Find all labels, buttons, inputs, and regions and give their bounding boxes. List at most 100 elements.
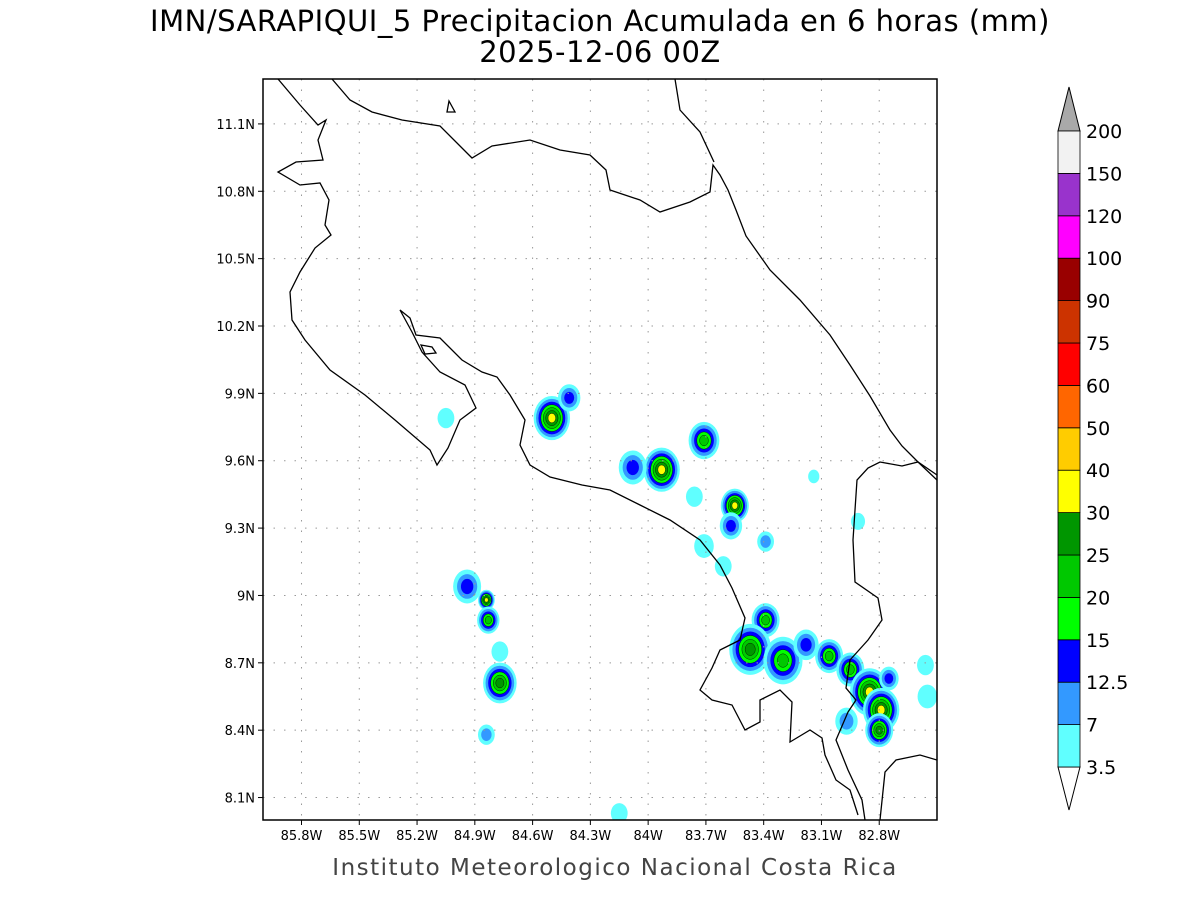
colorbar-swatch [1057,639,1081,683]
precip-contour [824,650,834,662]
lon-tick-label: 84.9W [454,829,496,844]
precip-contour [685,486,703,507]
precip-contour [777,653,789,668]
lat-tick-label: 9.9N [225,387,255,402]
colorbar-under-arrow [1057,766,1081,811]
footer-credit: Instituto Meteorologico Nacional Costa R… [332,855,898,881]
panama-coastline [879,754,937,820]
colorbar-label: 150 [1086,163,1122,185]
colorbar-swatch [1057,257,1081,302]
colorbar-swatch [1057,597,1081,641]
precip-contour [917,684,937,709]
colorbar-swatch [1057,724,1081,768]
colorbar-label: 50 [1086,418,1110,440]
lat-tick-label: 10.2N [216,320,255,335]
lat-tick-label: 9.6N [225,455,255,470]
axis-ticks: 85.8W 85.5W 85.2W 84.9W 84.6W 84.3W 84W 83.7W 83… [216,118,900,844]
colorbar-label: 40 [1086,460,1110,482]
precip-contour [460,578,474,595]
colorbar-label: 3.5 [1086,757,1116,779]
lat-tick-label: 9N [237,589,255,604]
precip-contour [484,616,492,625]
precip-contour [800,638,812,652]
precip-contour [808,469,820,484]
colorbar-label: 15 [1086,630,1110,652]
colorbar-label: 12.5 [1086,672,1128,694]
precip-contour [917,654,934,676]
colorbar-swatch [1057,554,1081,598]
lon-tick-label: 85.8W [281,829,323,844]
colorbar-label: 60 [1086,375,1110,397]
precip-contour [564,391,575,404]
colorbar-swatch [1057,342,1081,386]
colorbar-swatch [1057,469,1081,514]
lon-tick-label: 84W [633,829,663,844]
lon-tick-label: 85.5W [338,829,380,844]
precip-contour [481,728,492,741]
colorbar-label: 25 [1086,545,1110,567]
colorbar-label: 100 [1086,248,1122,270]
precip-contour [714,556,732,577]
map-title: IMN/SARAPIQUI_5 Precipitacion Acumulada … [150,4,1050,38]
precip-contour [547,413,556,423]
precip-contour [725,519,736,532]
lon-tick-label: 83.1W [801,829,843,844]
colorbar-swatch [1057,172,1081,217]
colorbar-over-arrow [1057,86,1081,132]
colorbar-swatch [1057,512,1081,556]
colorbar-label: 120 [1086,206,1122,228]
colorbar-label: 75 [1086,333,1110,355]
colorbar-swatch [1057,681,1081,726]
colorbar-label: 7 [1086,715,1098,737]
colorbar-swatch [1057,300,1081,344]
map-frame [262,78,938,821]
colorbar-swatch [1057,130,1081,174]
precip-contour [491,641,509,662]
lat-tick-label: 8.7N [225,657,255,672]
precip-contour [760,535,771,548]
colorbar-label: 90 [1086,291,1110,313]
grid-lines [263,79,937,820]
precip-contour [699,435,709,447]
precip-contour [437,407,455,429]
coastlines [276,79,937,820]
precip-contour [851,512,866,530]
lat-tick-label: 11.1N [216,118,255,133]
lon-tick-label: 85.2W [396,829,438,844]
lat-tick-label: 10.8N [216,185,255,200]
panama-border [835,461,937,820]
precip-contour [626,459,639,476]
precip-contour [839,712,854,730]
caribbean-coastline [331,79,937,481]
lat-tick-label: 10.5N [216,253,255,268]
precip-contour [744,642,756,656]
small-lake [419,344,438,355]
colorbar-swatch [1057,427,1081,471]
pacific-coastline [276,79,859,816]
precip-contour [884,673,894,684]
colorbar-swatch [1057,384,1081,429]
precip-contour [484,597,489,603]
precip-contour [657,464,666,475]
lon-tick-label: 84.3W [569,829,611,844]
precip-contour [731,501,738,510]
colorbar-label: 30 [1086,503,1110,525]
lon-tick-label: 82.8W [858,829,900,844]
precipitation-layer [437,384,937,820]
lon-tick-label: 84.6W [512,829,554,844]
lat-tick-label: 9.3N [225,522,255,537]
colorbar-label: 20 [1086,587,1110,609]
precip-contour [761,615,770,626]
nicaragua-shore [674,79,715,163]
lon-tick-label: 83.4W [743,829,785,844]
precip-contour [495,677,505,689]
lat-tick-label: 8.1N [225,792,255,807]
lat-tick-label: 8.4N [225,724,255,739]
precip-contour [610,803,628,820]
map-subtitle: 2025-12-06 00Z [479,35,721,69]
colorbar: 3.5 7 12.5 15 20 25 30 40 50 60 75 90 100 120 150 200 [1057,86,1128,811]
colorbar-swatch [1057,215,1081,259]
colorbar-label: 200 [1086,121,1122,143]
lon-tick-label: 83.7W [685,829,727,844]
